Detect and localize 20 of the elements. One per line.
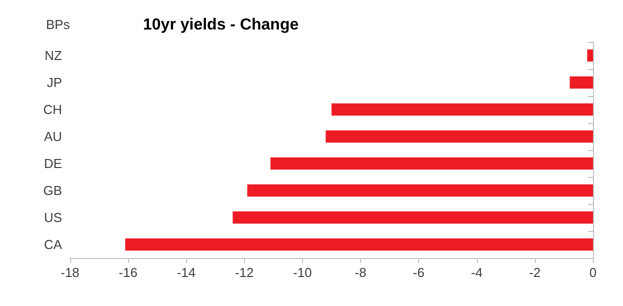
- y-tick-label: DE: [44, 156, 62, 171]
- x-tick-label: -14: [176, 265, 196, 280]
- x-tick-label: -2: [529, 265, 541, 280]
- y-tick-label: AU: [44, 129, 62, 144]
- y-tick-label: GB: [43, 183, 62, 198]
- y-tick-label: NZ: [44, 48, 62, 63]
- x-tick-label: 0: [589, 265, 597, 280]
- x-tick-label: -6: [412, 265, 424, 280]
- x-axis-title: BPs: [46, 17, 70, 32]
- x-tick-label: -8: [354, 265, 366, 280]
- x-tick-label: -12: [234, 265, 254, 280]
- x-tick-label: -16: [118, 265, 138, 280]
- y-tick-label: CH: [43, 102, 62, 117]
- x-tick-label: -18: [60, 265, 80, 280]
- chart-title: 10yr yields - Change: [143, 16, 299, 34]
- y-tick-label: CA: [44, 237, 62, 252]
- y-tick-label: US: [44, 210, 62, 225]
- x-tick-label: -10: [293, 265, 312, 280]
- x-tick-label: -4: [470, 265, 483, 280]
- y-tick-label: JP: [46, 75, 62, 90]
